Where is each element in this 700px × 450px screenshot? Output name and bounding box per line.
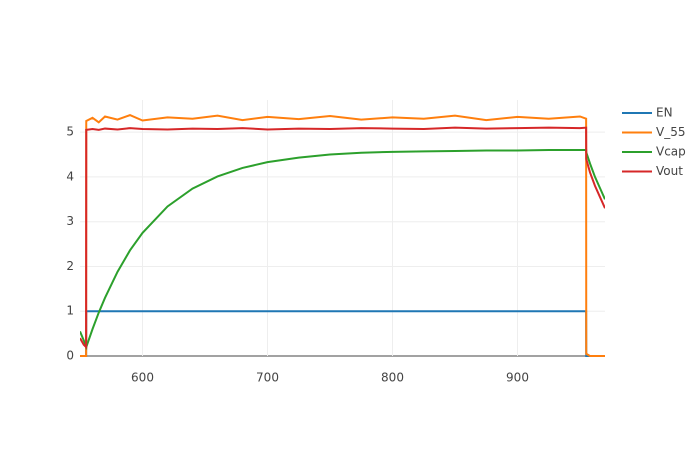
line-series xyxy=(80,149,605,351)
y-tick-label: 2 xyxy=(66,259,74,273)
legend-label: EN xyxy=(656,106,673,120)
y-tick-label: 1 xyxy=(66,304,74,318)
line-series xyxy=(80,114,605,357)
y-tick-label: 3 xyxy=(66,214,74,228)
line-series xyxy=(80,310,605,357)
x-tick-label: 600 xyxy=(131,371,154,385)
legend-label: Vout xyxy=(656,164,683,178)
y-tick-label: 0 xyxy=(66,349,74,363)
legend-label: V_55 xyxy=(656,125,685,139)
y-tick-label: 5 xyxy=(66,125,74,139)
y-tick-label: 4 xyxy=(66,169,74,183)
line-series xyxy=(80,126,605,350)
x-tick-label: 900 xyxy=(506,371,529,385)
x-tick-label: 800 xyxy=(381,371,404,385)
plot-area xyxy=(80,114,605,357)
x-tick-label: 700 xyxy=(256,371,279,385)
legend-label: Vcap xyxy=(656,145,686,159)
